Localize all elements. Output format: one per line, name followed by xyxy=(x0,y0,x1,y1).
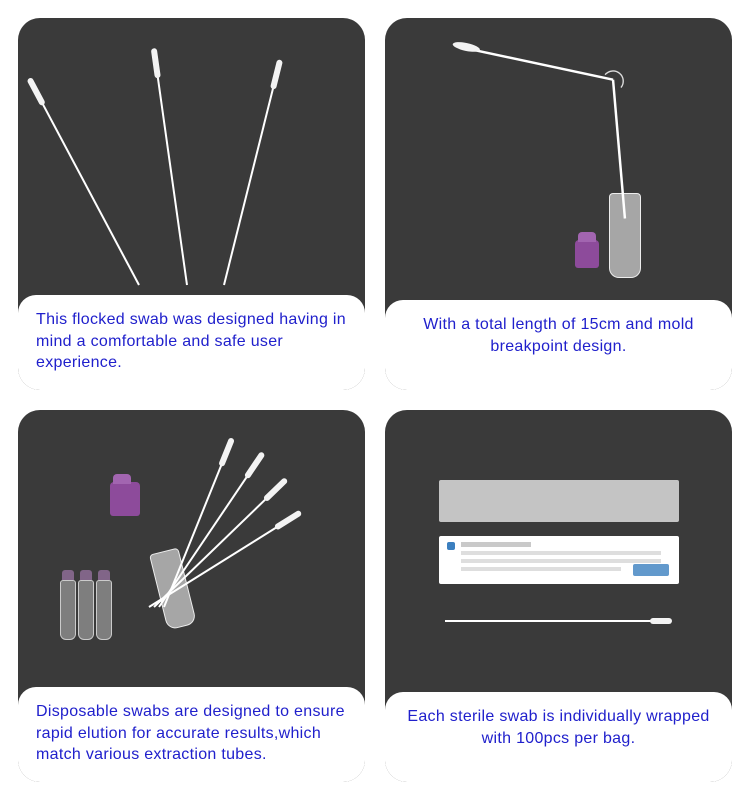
swab-3 xyxy=(223,64,280,286)
card-wrapped-illustration xyxy=(385,410,732,692)
card-comfort: This flocked swab was designed having in… xyxy=(18,18,365,390)
card-wrapped: Each sterile swab is individually wrappe… xyxy=(385,410,732,782)
swab-2 xyxy=(153,52,188,285)
purple-cap-large xyxy=(110,482,140,516)
tube xyxy=(609,193,641,278)
package-wrapper xyxy=(439,480,679,522)
card-disposable-text: Disposable swabs are designed to ensure … xyxy=(36,701,347,766)
breakpoint-svg xyxy=(385,18,732,300)
swab-1 xyxy=(30,82,140,286)
mini-tube-1 xyxy=(60,580,76,640)
card-disposable: Disposable swabs are designed to ensure … xyxy=(18,410,365,782)
mini-tube-3 xyxy=(96,580,112,640)
card-comfort-caption: This flocked swab was designed having in… xyxy=(18,295,365,390)
card-length-text: With a total length of 15cm and mold bre… xyxy=(403,314,714,357)
package-label xyxy=(439,536,679,584)
card-disposable-caption: Disposable swabs are designed to ensure … xyxy=(18,687,365,782)
card-comfort-text: This flocked swab was designed having in… xyxy=(36,309,347,374)
infographic-grid: This flocked swab was designed having in… xyxy=(0,0,750,800)
swab-horizontal xyxy=(445,620,670,622)
card-disposable-illustration xyxy=(18,410,365,687)
card-length-illustration xyxy=(385,18,732,300)
mini-tube-2 xyxy=(78,580,94,640)
mini-tubes-group xyxy=(60,580,112,640)
purple-cap xyxy=(575,240,599,268)
card-comfort-illustration xyxy=(18,18,365,295)
card-wrapped-text: Each sterile swab is individually wrappe… xyxy=(403,706,714,749)
card-length-caption: With a total length of 15cm and mold bre… xyxy=(385,300,732,390)
card-length: With a total length of 15cm and mold bre… xyxy=(385,18,732,390)
card-wrapped-caption: Each sterile swab is individually wrappe… xyxy=(385,692,732,782)
